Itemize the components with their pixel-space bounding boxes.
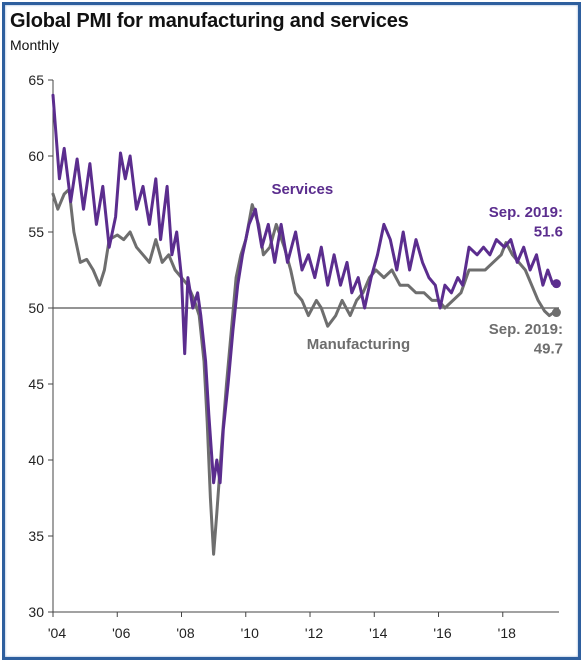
series-name-label: Manufacturing — [307, 336, 410, 353]
y-tick-label: 55 — [28, 224, 44, 240]
y-tick-label: 65 — [28, 72, 44, 88]
x-tick-label: '14 — [369, 625, 387, 641]
series-end-label: 51.6 — [534, 224, 563, 241]
y-tick-label: 45 — [28, 376, 44, 392]
x-tick-label: '06 — [112, 625, 130, 641]
x-tick-label: '10 — [241, 625, 259, 641]
y-tick-label: 40 — [28, 452, 44, 468]
manufacturing-line-end-marker — [551, 308, 561, 318]
series-end-label: Sep. 2019: — [489, 321, 563, 338]
services-line-end-marker — [551, 279, 561, 289]
x-tick-label: '08 — [176, 625, 194, 641]
x-tick-label: '16 — [433, 625, 451, 641]
y-tick-label: 60 — [28, 148, 44, 164]
y-tick-label: 50 — [28, 300, 44, 316]
series-end-label: Sep. 2019: — [489, 204, 563, 221]
x-tick-label: '04 — [48, 625, 66, 641]
chart-subtitle: Monthly — [10, 37, 60, 53]
series-name-label: Services — [271, 181, 333, 198]
y-tick-label: 30 — [28, 604, 44, 620]
chart-title: Global PMI for manufacturing and service… — [10, 10, 409, 32]
x-tick-label: '12 — [305, 625, 323, 641]
x-tick-label: '18 — [498, 625, 516, 641]
services-line — [51, 93, 558, 485]
manufacturing-line — [51, 187, 558, 556]
series-end-label: 49.7 — [534, 341, 563, 358]
y-tick-label: 35 — [28, 528, 44, 544]
